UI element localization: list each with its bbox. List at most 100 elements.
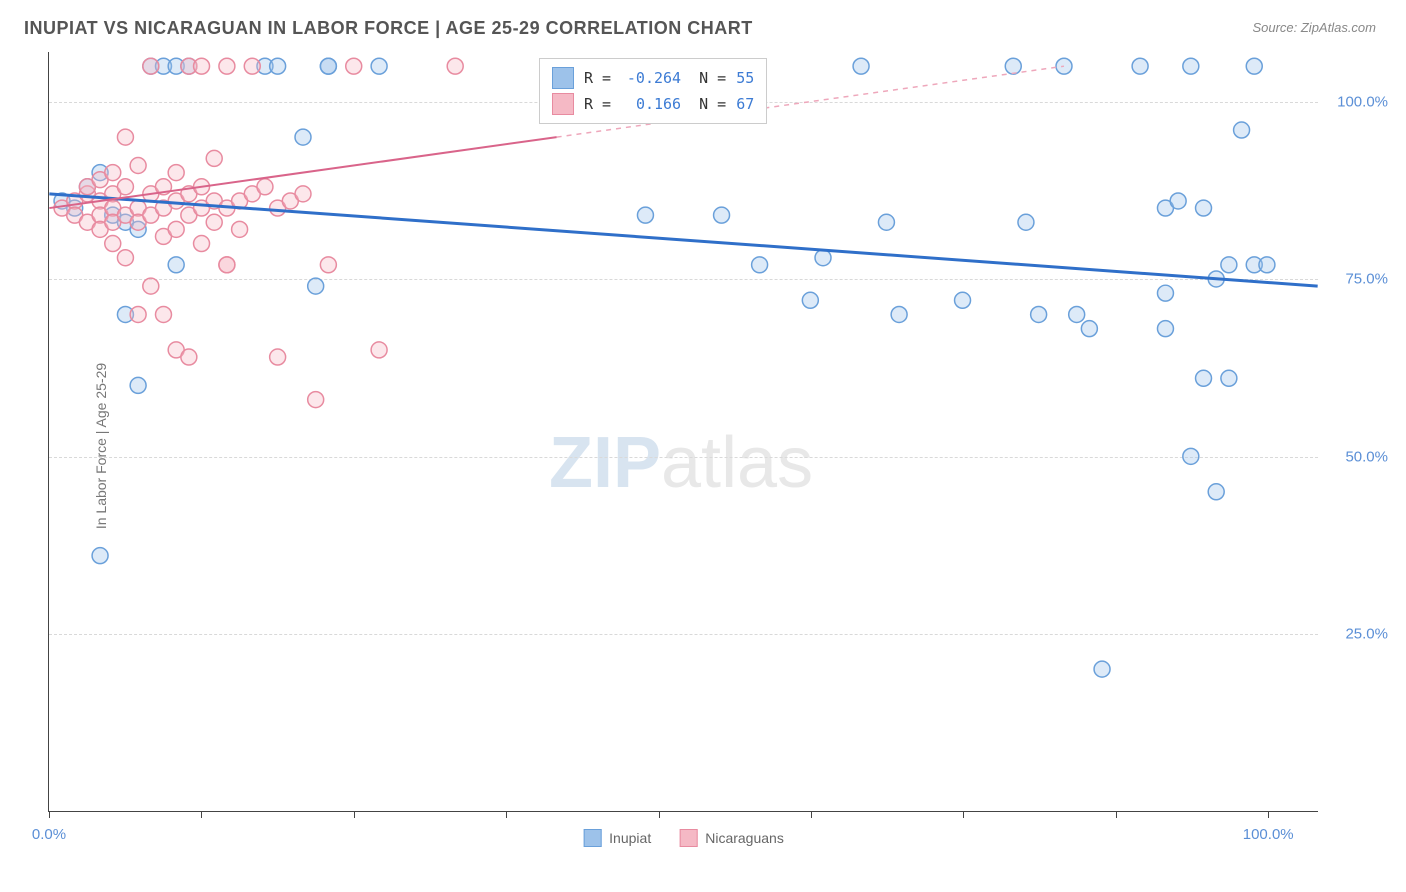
inupiat-point (168, 257, 184, 273)
legend-label: Nicaraguans (705, 830, 784, 846)
legend-swatch (679, 829, 697, 847)
r-value: 0.166 (621, 95, 681, 113)
inupiat-point (320, 58, 336, 74)
nicaraguans-point (194, 236, 210, 252)
source-link[interactable]: ZipAtlas.com (1301, 20, 1376, 35)
y-tick-label: 100.0% (1328, 93, 1388, 110)
y-tick-label: 50.0% (1328, 448, 1388, 465)
inupiat-point (1132, 58, 1148, 74)
n-value: 67 (736, 95, 754, 113)
x-tick-label: 100.0% (1243, 826, 1294, 843)
nicaraguans-point (219, 257, 235, 273)
inupiat-point (1056, 58, 1072, 74)
nicaraguans-point (168, 165, 184, 181)
nicaraguans-point (320, 257, 336, 273)
nicaraguans-point (308, 392, 324, 408)
inupiat-point (1246, 58, 1262, 74)
inupiat-point (1221, 370, 1237, 386)
source-label: Source: (1252, 20, 1300, 35)
nicaraguans-point (257, 179, 273, 195)
inupiat-point (752, 257, 768, 273)
nicaraguans-point (143, 278, 159, 294)
inupiat-point (1234, 122, 1250, 138)
y-tick-label: 25.0% (1328, 626, 1388, 643)
inupiat-point (1031, 306, 1047, 322)
r-value: -0.264 (621, 69, 681, 87)
x-tick (659, 811, 660, 818)
x-tick (963, 811, 964, 818)
n-label: N = (699, 69, 726, 87)
n-label: N = (699, 95, 726, 113)
inupiat-point (1018, 214, 1034, 230)
inupiat-point (955, 292, 971, 308)
x-tick-label: 0.0% (32, 826, 66, 843)
nicaraguans-point (117, 250, 133, 266)
bottom-legend: Inupiat Nicaraguans (583, 829, 784, 847)
nicaraguans-point (105, 165, 121, 181)
inupiat-trendline (49, 194, 1317, 286)
nicaraguans-point (194, 58, 210, 74)
y-tick-label: 75.0% (1328, 271, 1388, 288)
nicaraguans-point (117, 129, 133, 145)
nicaraguans-point (168, 221, 184, 237)
legend-item: Inupiat (583, 829, 651, 847)
nicaraguans-point (181, 349, 197, 365)
nicaraguans-point (143, 58, 159, 74)
x-tick (506, 811, 507, 818)
inupiat-point (308, 278, 324, 294)
plot-area: ZIPatlas 25.0%50.0%75.0%100.0% 0.0%100.0… (48, 52, 1318, 812)
inupiat-point (802, 292, 818, 308)
r-label: R = (584, 69, 611, 87)
inupiat-point (1208, 484, 1224, 500)
nicaraguans-point (346, 58, 362, 74)
x-tick (1268, 811, 1269, 818)
inupiat-point (1183, 448, 1199, 464)
stats-swatch (552, 67, 574, 89)
inupiat-point (1081, 321, 1097, 337)
x-tick (49, 811, 50, 818)
correlation-stats-legend: R = -0.264 N = 55 R = 0.166 N = 67 (539, 58, 767, 124)
inupiat-point (891, 306, 907, 322)
legend-label: Inupiat (609, 830, 651, 846)
nicaraguans-point (447, 58, 463, 74)
nicaraguans-point (117, 179, 133, 195)
inupiat-point (1069, 306, 1085, 322)
nicaraguans-point (155, 306, 171, 322)
inupiat-point (815, 250, 831, 266)
inupiat-point (1259, 257, 1275, 273)
x-tick (354, 811, 355, 818)
n-value: 55 (736, 69, 754, 87)
inupiat-point (1183, 58, 1199, 74)
legend-item: Nicaraguans (679, 829, 784, 847)
inupiat-point (1170, 193, 1186, 209)
nicaraguans-point (295, 186, 311, 202)
stats-swatch (552, 93, 574, 115)
inupiat-point (270, 58, 286, 74)
inupiat-point (714, 207, 730, 223)
nicaraguans-point (244, 58, 260, 74)
scatter-svg (49, 52, 1318, 811)
chart-title: INUPIAT VS NICARAGUAN IN LABOR FORCE | A… (24, 18, 753, 39)
stats-row: R = 0.166 N = 67 (552, 91, 754, 117)
inupiat-point (1196, 370, 1212, 386)
inupiat-point (1196, 200, 1212, 216)
inupiat-point (371, 58, 387, 74)
inupiat-point (1221, 257, 1237, 273)
inupiat-point (1157, 321, 1173, 337)
nicaraguans-point (270, 349, 286, 365)
inupiat-point (92, 548, 108, 564)
nicaraguans-point (232, 221, 248, 237)
legend-swatch (583, 829, 601, 847)
stats-row: R = -0.264 N = 55 (552, 65, 754, 91)
nicaraguans-point (130, 306, 146, 322)
inupiat-point (1094, 661, 1110, 677)
r-label: R = (584, 95, 611, 113)
x-tick (1116, 811, 1117, 818)
inupiat-point (853, 58, 869, 74)
nicaraguans-point (206, 214, 222, 230)
nicaraguans-point (219, 58, 235, 74)
inupiat-point (878, 214, 894, 230)
x-tick (811, 811, 812, 818)
inupiat-point (1157, 285, 1173, 301)
inupiat-point (295, 129, 311, 145)
